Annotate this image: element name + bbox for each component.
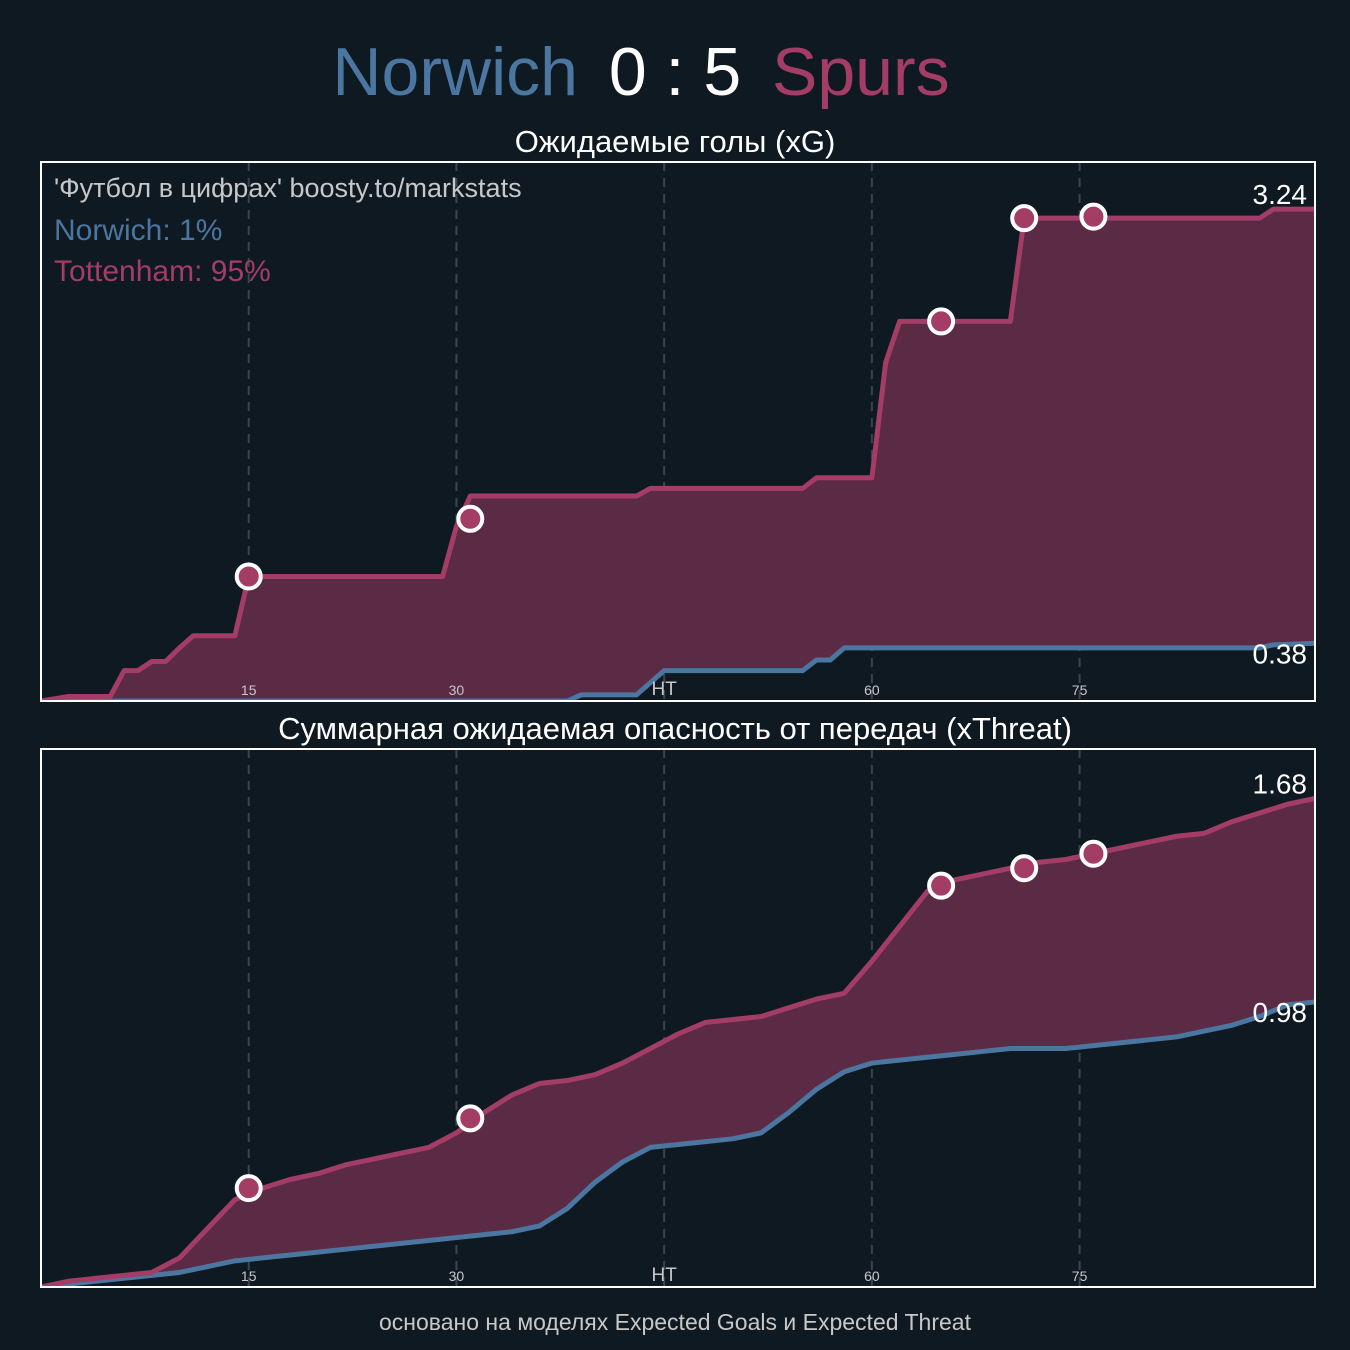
xthreat-tick-label-HT: HT <box>651 1265 677 1286</box>
xg-tick-label-30: 30 <box>449 682 465 698</box>
xg-tick-label-15: 15 <box>241 682 257 698</box>
xg-tick-label-75: 75 <box>1072 682 1088 698</box>
xthreat-away-end-label: 1.68 <box>1253 768 1308 799</box>
xg-chart: 15 30 HT 60 75 3.24 0.38 <box>40 161 1316 702</box>
xg-home-line <box>41 640 1315 701</box>
xthreat-tick-label-75: 75 <box>1072 1268 1088 1284</box>
xg-home-end-label: 0.38 <box>1253 638 1308 669</box>
away-team-name: Spurs <box>772 34 950 110</box>
footer-note: основано на моделях Expected Goals и Exp… <box>379 1309 972 1335</box>
xg-goal-marker-4 <box>1010 204 1039 233</box>
xthreat-chart: 15 30 HT 60 75 1.68 0.98 <box>40 748 1316 1288</box>
xthreat-goal-marker-4 <box>1010 854 1039 883</box>
xg-goal-marker-3 <box>927 307 956 336</box>
xg-frame <box>40 161 1316 702</box>
xg-chart-title: Ожидаемые голы (xG) <box>515 124 836 159</box>
xthreat-chart-title: Суммарная ожидаемая опасность от передач… <box>278 711 1072 746</box>
match-header: Norwich 0 : 5 Spurs <box>332 34 949 110</box>
xthreat-goal-marker-1 <box>234 1174 263 1203</box>
home-team-name: Norwich <box>332 34 578 110</box>
xthreat-tick-label-15: 15 <box>241 1268 257 1284</box>
xthreat-tick-label-60: 60 <box>864 1268 880 1284</box>
away-win-probability: Tottenham: 95% <box>54 255 271 288</box>
xthreat-goal-marker-2 <box>456 1104 485 1133</box>
xthreat-frame <box>40 748 1316 1288</box>
xg-goal-marker-2 <box>456 504 485 533</box>
watermark-text: 'Футбол в цифрах' boosty.to/markstats <box>54 173 522 203</box>
xg-goal-marker-1 <box>234 562 263 591</box>
xg-away-end-label: 3.24 <box>1253 179 1308 210</box>
xthreat-goal-marker-3 <box>927 871 956 900</box>
xg-goal-marker-5 <box>1079 202 1108 231</box>
xthreat-home-end-label: 0.98 <box>1253 997 1308 1028</box>
xg-tick-label-60: 60 <box>864 682 880 698</box>
match-score: 0 : 5 <box>609 34 741 110</box>
xg-away-line <box>41 206 1315 701</box>
home-win-probability: Norwich: 1% <box>54 214 222 247</box>
xthreat-fill-between <box>41 798 1315 1287</box>
xthreat-goal-marker-5 <box>1079 839 1108 868</box>
xthreat-home-line <box>41 999 1315 1287</box>
xg-plot-area <box>41 206 1315 701</box>
xg-tick-label-HT: HT <box>651 679 677 700</box>
xthreat-tick-label-30: 30 <box>449 1268 465 1284</box>
